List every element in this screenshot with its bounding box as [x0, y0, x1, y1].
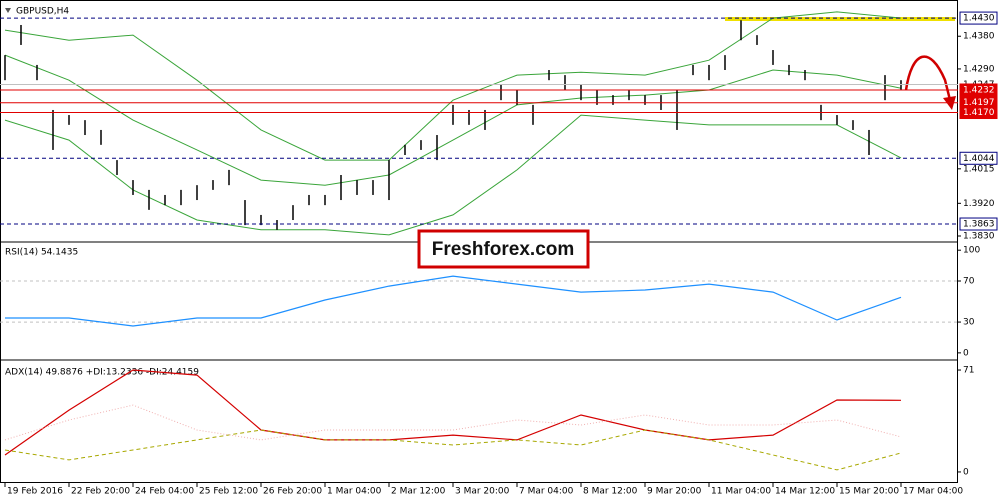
symbol-icon — [5, 8, 11, 13]
indicator-line — [5, 275, 902, 327]
bollinger-middle — [4, 54, 902, 186]
chart-title: GBPUSD,H4 — [16, 7, 69, 17]
x-tick-label: 17 Mar 04:00 — [903, 487, 963, 497]
x-tick-label: 9 Mar 20:00 — [647, 487, 702, 497]
level-label-box — [959, 217, 998, 231]
y-tick-label: 70 — [963, 276, 975, 286]
x-tick-label: 26 Feb 20:00 — [263, 487, 322, 497]
x-tick-label: 7 Mar 04:00 — [519, 487, 574, 497]
y-tick-label: 1.3920 — [963, 199, 995, 209]
x-tick-label: 24 Feb 04:00 — [135, 487, 194, 497]
level-label: 1.4232 — [963, 85, 995, 95]
level-label: 1.3863 — [963, 220, 995, 230]
adx-title: ADX(14) 49.8876 +DI:13.2336 -DI:24.4159 — [5, 368, 199, 378]
y-tick-label: 71 — [963, 366, 974, 376]
y-tick-label: 1.4290 — [963, 64, 995, 74]
y-tick-label: 100 — [963, 246, 980, 256]
y-tick-label: 1.4380 — [963, 32, 995, 42]
level-label: 1.4170 — [963, 108, 995, 118]
x-tick-label: 14 Mar 12:00 — [775, 487, 835, 497]
rsi-title: RSI(14) 54.1435 — [5, 248, 78, 258]
x-tick-label: 1 Mar 04:00 — [327, 487, 382, 497]
x-tick-label: 15 Mar 20:00 — [839, 487, 899, 497]
x-tick-label: 2 Mar 12:00 — [391, 487, 446, 497]
y-tick-label: 0 — [963, 348, 969, 358]
watermark-box — [417, 229, 590, 269]
level-label: 1.4044 — [963, 154, 995, 164]
y-tick-label: 1.4015 — [963, 164, 995, 174]
y-tick-label: 0 — [963, 467, 969, 477]
watermark: Freshforex.com — [432, 239, 575, 260]
x-tick-label: 19 Feb 2016 — [7, 487, 63, 497]
level-label: 1.4430 — [963, 14, 995, 24]
x-tick-label: 11 Mar 04:00 — [711, 487, 771, 497]
bollinger-lower — [4, 114, 902, 236]
bollinger-upper — [4, 11, 902, 161]
x-tick-label: 22 Feb 20:00 — [71, 487, 130, 497]
x-tick-label: 3 Mar 20:00 — [455, 487, 510, 497]
x-tick-label: 8 Mar 12:00 — [583, 487, 638, 497]
forecast-arrow — [904, 55, 952, 101]
level-label-box — [959, 11, 998, 25]
level-label-box — [959, 106, 998, 120]
indicator-line — [4, 369, 902, 456]
y-tick-label: 30 — [963, 318, 975, 328]
level-label-box — [959, 151, 998, 165]
level-label-box — [959, 83, 998, 97]
level-label: 1.4197 — [963, 98, 995, 108]
y-tick-label: 1.3830 — [963, 232, 995, 242]
x-tick-label: 25 Feb 12:00 — [199, 487, 258, 497]
